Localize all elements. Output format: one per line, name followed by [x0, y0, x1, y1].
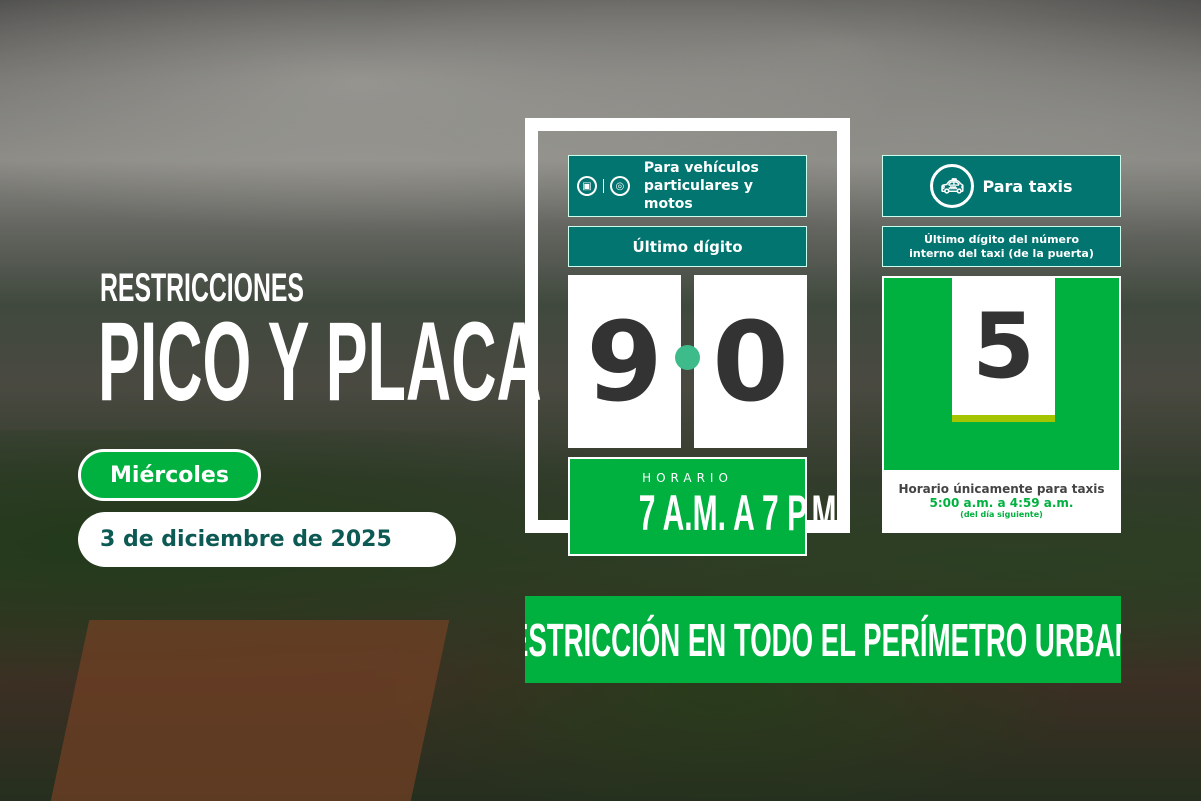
taxi-icon: 🚕︎	[930, 164, 975, 208]
taxi-schedule: Horario únicamente para taxis 5:00 a.m. …	[882, 470, 1121, 533]
taxi-digit-panel: 5	[882, 276, 1121, 471]
taxi-header: 🚕︎ Para taxis	[882, 155, 1121, 217]
private-subheader: Último dígito	[568, 226, 807, 267]
date-label: 3 de diciembre de 2025	[100, 527, 392, 552]
digit-separator-dot	[675, 345, 700, 370]
date-pill: 3 de diciembre de 2025	[78, 512, 456, 567]
digit-card-1: 9	[568, 275, 681, 448]
day-label: Miércoles	[110, 462, 229, 488]
private-schedule: HORARIO 7 A.M. A 7 P.M.	[568, 457, 845, 556]
taxi-digit-card: 5	[952, 278, 1055, 422]
restriction-banner: RESTRICCIÓN EN TODO EL PERÍMETRO URBANO	[525, 596, 1121, 683]
motorcycle-icon: ◎	[609, 176, 630, 196]
title-pico-y-placa: PICO Y PLACA	[98, 299, 542, 424]
taxi-subheader: Último dígito del número interno del taxi…	[882, 226, 1121, 267]
digit-card-2: 0	[694, 275, 807, 448]
private-header: ▣ ◎ Para vehículos particulares y motos	[568, 155, 807, 217]
title-restricciones: RESTRICCIONES	[100, 266, 304, 310]
day-pill: Miércoles	[78, 449, 261, 501]
car-icon: ▣	[577, 176, 597, 196]
